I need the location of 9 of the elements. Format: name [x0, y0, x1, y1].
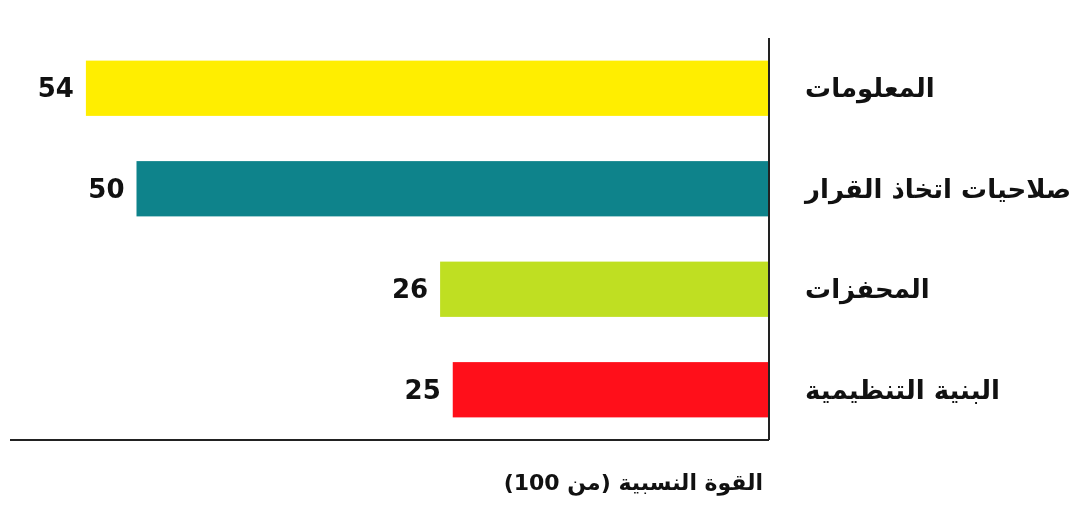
y-tick-label: صلاحيات اتخاذ القرار	[803, 173, 1072, 205]
y-tick-label: المحفزات	[805, 274, 930, 306]
data-label: 54	[37, 73, 74, 104]
data-label: 25	[404, 374, 441, 405]
y-tick-label: البنية التنظيمية	[805, 374, 1000, 405]
y-tick-label: المعلومات	[805, 73, 935, 105]
data-label: 26	[391, 274, 429, 305]
x-axis-title: القوة النسبية (من 100)	[503, 470, 763, 496]
data-label: 50	[88, 173, 125, 204]
